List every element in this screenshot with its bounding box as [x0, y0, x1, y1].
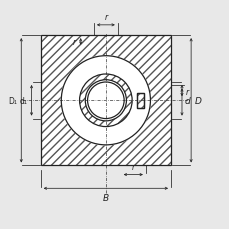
Bar [136, 93, 143, 108]
Bar [41, 36, 170, 166]
Bar [41, 36, 170, 166]
Text: D: D [194, 96, 201, 105]
Circle shape [85, 80, 126, 121]
Text: d₁: d₁ [19, 96, 27, 105]
Text: D₁: D₁ [8, 96, 17, 105]
Text: r: r [72, 38, 75, 47]
Circle shape [79, 75, 132, 127]
Text: r: r [185, 87, 188, 96]
Text: r: r [104, 13, 107, 22]
Text: r: r [131, 163, 134, 172]
Bar [136, 93, 143, 108]
Circle shape [61, 57, 150, 145]
Circle shape [87, 83, 124, 119]
Text: d: d [183, 96, 189, 105]
Text: B: B [102, 193, 109, 202]
Bar [41, 36, 170, 166]
Bar [136, 93, 143, 108]
